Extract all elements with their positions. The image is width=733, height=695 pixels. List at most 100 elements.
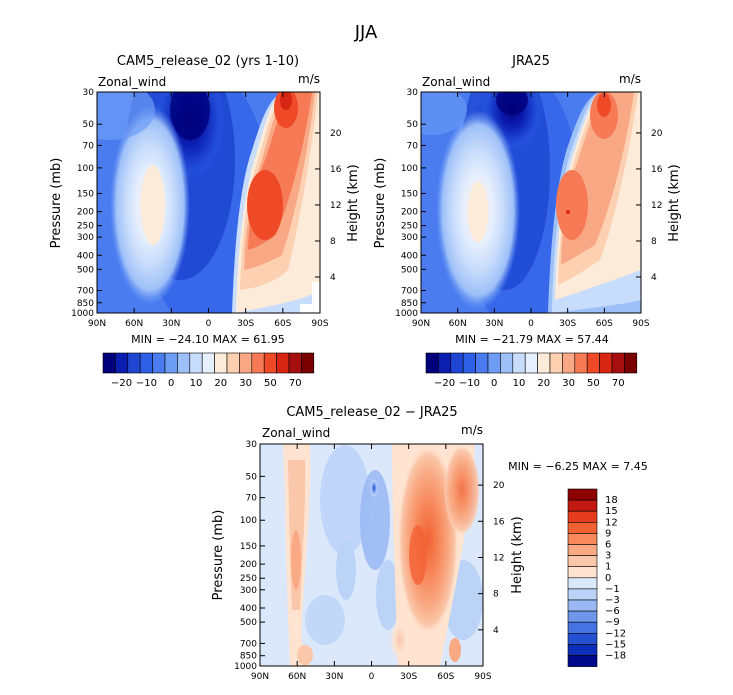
colorbar-label: 0 xyxy=(605,573,611,584)
colorbar-label: 50 xyxy=(587,378,600,389)
colorbar-label: 30 xyxy=(562,378,575,389)
panel-model: CAM5_release_02 (yrs 1-10) Zonal_wind m/… xyxy=(49,54,361,346)
colorbar-swatch xyxy=(567,533,598,545)
y2-tick-label: 4 xyxy=(330,273,336,283)
y2-axis-label: Height (km) xyxy=(346,164,361,241)
stats-text: MIN = −21.79 MAX = 57.44 xyxy=(455,333,609,346)
stats-text: MIN = −24.10 MAX = 61.95 xyxy=(131,333,285,346)
units-label: m/s xyxy=(619,72,641,86)
colorbar-label: 10 xyxy=(513,378,526,389)
y-tick-label: 1000 xyxy=(395,309,418,319)
colorbar-swatch xyxy=(599,352,613,374)
colorbar-label: 15 xyxy=(605,506,618,517)
colorbar-label: 18 xyxy=(605,495,618,506)
x-tick-label: 0 xyxy=(369,672,375,682)
colorbar-swatch xyxy=(450,352,464,374)
y-tick-label: 30 xyxy=(246,440,258,450)
colorbar-swatch xyxy=(567,588,598,601)
colorbar-label: 0 xyxy=(168,378,174,389)
colorbar-swatch xyxy=(239,352,253,374)
y-tick-label: 70 xyxy=(407,141,419,151)
colorbar-swatch xyxy=(567,644,598,656)
colorbar-swatch xyxy=(567,510,598,523)
y2-tick-label: 8 xyxy=(493,590,499,600)
y2-tick-label: 16 xyxy=(330,165,342,175)
y-tick-label: 70 xyxy=(246,494,258,504)
y2-tick-label: 16 xyxy=(493,517,505,527)
colorbar-label: 6 xyxy=(605,540,611,551)
colorbar-label: 1 xyxy=(605,562,611,573)
colorbar-label: −3 xyxy=(605,595,620,606)
y-tick-label: 50 xyxy=(407,120,419,130)
units-label: m/s xyxy=(298,72,320,86)
colorbar-swatch xyxy=(164,352,178,374)
colorbar-label: −18 xyxy=(605,651,626,662)
x-tick-label: 60N xyxy=(288,672,306,682)
y-tick-label: 400 xyxy=(240,604,257,614)
panel-obs: JRA25 Zonal_wind m/s Pressure (mb) Heigh… xyxy=(373,54,682,346)
y-tick-label: 850 xyxy=(77,299,94,309)
y-tick-label: 200 xyxy=(77,208,94,218)
colorbar-label: −10 xyxy=(136,378,157,389)
colorbar-swatch xyxy=(214,352,228,374)
colorbar-swatch xyxy=(567,521,598,534)
x-tick-label: 60S xyxy=(274,319,291,329)
y2-axis-label: Height (km) xyxy=(667,164,682,241)
colorbar-label: −1 xyxy=(605,584,620,595)
colorbar-label: 20 xyxy=(214,378,227,389)
y-tick-label: 70 xyxy=(83,141,95,151)
y-tick-label: 300 xyxy=(77,233,94,243)
x-tick-label: 30N xyxy=(162,319,180,329)
colorbar-swatch xyxy=(177,352,191,374)
colorbar-swatch xyxy=(462,352,476,374)
panel-title: CAM5_release_02 − JRA25 xyxy=(286,405,457,420)
colorbar-swatch xyxy=(251,352,265,374)
y-tick-label: 250 xyxy=(77,222,94,232)
y-tick-label: 50 xyxy=(83,120,95,130)
colorbar-label: 3 xyxy=(605,551,611,562)
y-tick-label: 200 xyxy=(401,208,418,218)
colorbar-swatch xyxy=(288,352,302,374)
colorbar-swatch xyxy=(487,352,501,374)
x-tick-label: 30S xyxy=(237,319,254,329)
y-tick-label: 1000 xyxy=(234,662,257,672)
y-axis-label: Pressure (mb) xyxy=(211,510,226,601)
colorbar-swatch xyxy=(425,352,439,374)
colorbar-swatch xyxy=(226,352,240,374)
heatmap-obs xyxy=(421,92,641,313)
colorbar-swatch xyxy=(567,544,598,556)
y2-tick-label: 8 xyxy=(330,237,336,247)
x-tick-label: 60S xyxy=(596,319,613,329)
y2-tick-label: 12 xyxy=(651,201,662,211)
colorbar-swatch xyxy=(263,352,277,374)
x-tick-label: 90N xyxy=(251,672,269,682)
colorbar-label: −9 xyxy=(605,617,620,628)
colorbar-label: −10 xyxy=(459,378,480,389)
panel-diff: CAM5_release_02 − JRA25 Zonal_wind m/s xyxy=(211,405,648,682)
y-tick-label: 100 xyxy=(401,164,418,174)
x-tick-label: 30N xyxy=(325,672,343,682)
panel-title: CAM5_release_02 (yrs 1-10) xyxy=(117,54,299,69)
x-tick-label: 90N xyxy=(412,319,430,329)
colorbar-swatch xyxy=(562,352,576,374)
y2-tick-label: 20 xyxy=(651,129,663,139)
colorbar-label: 9 xyxy=(605,528,611,539)
y-axis-label: Pressure (mb) xyxy=(373,158,388,249)
y-tick-label: 250 xyxy=(240,574,257,584)
y-tick-label: 100 xyxy=(240,516,257,526)
colorbar-swatch xyxy=(127,352,141,374)
x-tick-label: 30N xyxy=(485,319,503,329)
y-tick-label: 150 xyxy=(240,542,257,552)
y-tick-label: 700 xyxy=(77,287,94,297)
x-tick-label: 90N xyxy=(88,319,106,329)
colorbar-label: 70 xyxy=(612,378,625,389)
colorbar-swatch xyxy=(567,599,598,612)
colorbar-obs: −20 −10 0 10 20 30 50 70 xyxy=(425,352,638,389)
colorbar-swatch xyxy=(438,352,452,374)
y-tick-label: 500 xyxy=(240,618,257,628)
colorbar-swatch xyxy=(567,610,598,623)
colorbar-swatch xyxy=(537,352,551,374)
colorbar-swatch xyxy=(567,655,598,667)
y-tick-label: 1000 xyxy=(71,309,94,319)
